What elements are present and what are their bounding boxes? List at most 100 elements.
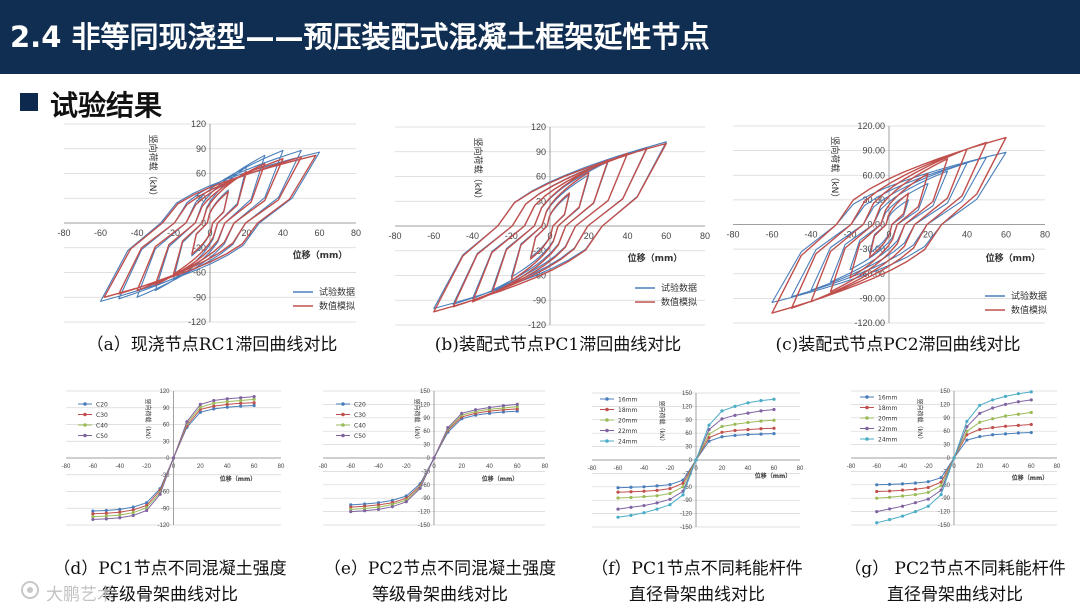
caption-b: (b)装配式节点PC1滞回曲线对比 bbox=[434, 335, 682, 355]
caption-e-line2: 等级骨架曲线对比 bbox=[372, 585, 508, 605]
point-g-16mm-7 bbox=[965, 438, 969, 442]
xtick-label-b-6: 40 bbox=[622, 231, 632, 241]
xtick-label-g-3: -20 bbox=[924, 464, 933, 470]
point-f-22mm-8 bbox=[720, 417, 724, 421]
point-e-C40-3 bbox=[390, 502, 394, 507]
point-g-20mm-2 bbox=[900, 494, 905, 498]
xtick-label-a-0: -80 bbox=[57, 228, 70, 238]
point-g-20mm-4 bbox=[926, 490, 930, 494]
y-axis-title-f: 竖向荷载（kN） bbox=[658, 400, 666, 444]
point-d-C30-12 bbox=[252, 401, 256, 405]
ytick-label-g-2: 90 bbox=[943, 416, 950, 422]
point-g-16mm-11 bbox=[1016, 431, 1020, 435]
point-f-22mm-10 bbox=[746, 411, 750, 415]
xtick-label-c-1: -60 bbox=[765, 230, 778, 240]
ytick-label-f-9: -120 bbox=[680, 512, 693, 518]
point-d-C20-11 bbox=[239, 404, 243, 408]
point-f-20mm-1 bbox=[629, 495, 633, 500]
point-d-C50-9 bbox=[212, 398, 216, 403]
point-e-C40-2 bbox=[376, 505, 381, 509]
point-d-C50-6 bbox=[171, 456, 176, 460]
xtick-label-c-8: 80 bbox=[1040, 230, 1050, 240]
point-g-22mm-4 bbox=[926, 497, 930, 501]
ytick-label-g-8: -90 bbox=[941, 496, 950, 502]
point-e-C20-10 bbox=[487, 411, 492, 415]
point-f-20mm-5 bbox=[681, 485, 685, 489]
ytick-label-a-7: -90 bbox=[193, 292, 206, 302]
ytick-label-c-7: -90.00 bbox=[859, 293, 885, 303]
point-d-C50-12 bbox=[252, 394, 256, 399]
xtick-label-d-7: 60 bbox=[251, 464, 258, 470]
point-g-24mm-4 bbox=[926, 504, 930, 508]
ytick-label-f-3: 60 bbox=[685, 431, 692, 437]
ytick-label-f-8: -90 bbox=[683, 498, 692, 504]
point-g-16mm-4 bbox=[926, 480, 930, 484]
point-f-18mm-0 bbox=[616, 490, 620, 494]
point-d-C30-1 bbox=[104, 511, 108, 515]
xtick-label-f-1: -60 bbox=[614, 466, 623, 472]
point-e-C20-12 bbox=[515, 409, 519, 413]
point-e-C20-4 bbox=[404, 494, 408, 498]
point-g-24mm-8 bbox=[978, 403, 982, 407]
point-f-24mm-7 bbox=[707, 423, 711, 427]
legend-marker-f-4 bbox=[605, 439, 609, 443]
point-g-20mm-12 bbox=[1029, 410, 1033, 415]
legend-marker-g-2 bbox=[865, 416, 869, 420]
point-f-24mm-3 bbox=[655, 507, 659, 511]
ytick-label-d-6: -60 bbox=[161, 490, 170, 496]
point-g-20mm-1 bbox=[888, 495, 892, 499]
point-g-18mm-0 bbox=[875, 489, 879, 494]
xtick-label-f-0: -80 bbox=[588, 466, 597, 472]
xtick-label-b-0: -80 bbox=[388, 231, 401, 241]
point-e-C20-1 bbox=[363, 502, 367, 506]
point-e-C50-10 bbox=[487, 405, 492, 410]
point-f-24mm-2 bbox=[642, 511, 646, 515]
ytick-label-e-8: -90 bbox=[421, 496, 430, 502]
xtick-label-c-2: -40 bbox=[804, 230, 817, 240]
point-g-24mm-5 bbox=[939, 493, 943, 497]
point-f-18mm-9 bbox=[733, 428, 737, 433]
point-d-C40-9 bbox=[212, 401, 216, 405]
legend-label-d-0: C20 bbox=[96, 402, 108, 409]
xtick-label-g-1: -60 bbox=[872, 464, 881, 470]
point-g-24mm-7 bbox=[965, 419, 969, 423]
point-d-C50-3 bbox=[131, 513, 135, 518]
ytick-label-c-6: -60.00 bbox=[859, 269, 885, 279]
legend-label-g-0: 16mm bbox=[878, 395, 897, 402]
xtick-label-b-1: -60 bbox=[427, 231, 440, 241]
ytick-label-b-8: -120 bbox=[528, 320, 546, 330]
legend-label-f-4: 24mm bbox=[618, 439, 637, 446]
legend-marker-f-0 bbox=[605, 397, 609, 401]
point-f-16mm-7 bbox=[707, 439, 711, 443]
point-e-C20-11 bbox=[501, 410, 505, 414]
point-f-20mm-3 bbox=[655, 494, 659, 498]
legend-label-g-3: 22mm bbox=[878, 426, 897, 433]
x-axis-title-d: 位移（mm） bbox=[220, 475, 257, 483]
point-d-C20-0 bbox=[91, 509, 95, 513]
point-d-C20-2 bbox=[118, 507, 122, 511]
point-g-16mm-9 bbox=[991, 433, 995, 437]
legend-marker-f-1 bbox=[605, 407, 609, 412]
xtick-label-f-4: 0 bbox=[694, 466, 698, 472]
xtick-label-d-1: -60 bbox=[89, 464, 98, 470]
caption-d-line2: 等级骨架曲线对比 bbox=[102, 585, 238, 605]
point-g-22mm-11 bbox=[1016, 400, 1020, 404]
point-g-16mm-2 bbox=[900, 482, 905, 486]
point-f-22mm-2 bbox=[642, 503, 646, 508]
point-g-24mm-6 bbox=[952, 456, 956, 460]
xtick-label-d-0: -80 bbox=[62, 464, 71, 470]
xtick-label-a-7: 60 bbox=[314, 228, 324, 238]
point-f-18mm-12 bbox=[772, 426, 776, 430]
xtick-label-d-4: 0 bbox=[172, 464, 176, 470]
point-f-20mm-9 bbox=[733, 422, 737, 426]
ytick-label-f-10: -150 bbox=[680, 525, 693, 531]
x-axis-title-b: 位移（mm） bbox=[628, 252, 683, 264]
ytick-label-g-0: 150 bbox=[940, 389, 951, 395]
point-g-20mm-11 bbox=[1016, 412, 1020, 416]
point-d-C30-11 bbox=[239, 401, 243, 405]
point-f-24mm-5 bbox=[681, 493, 685, 497]
point-g-24mm-12 bbox=[1029, 390, 1033, 394]
point-f-18mm-11 bbox=[759, 427, 763, 431]
xtick-label-e-1: -60 bbox=[346, 464, 355, 470]
ytick-label-d-7: -90 bbox=[161, 506, 170, 512]
